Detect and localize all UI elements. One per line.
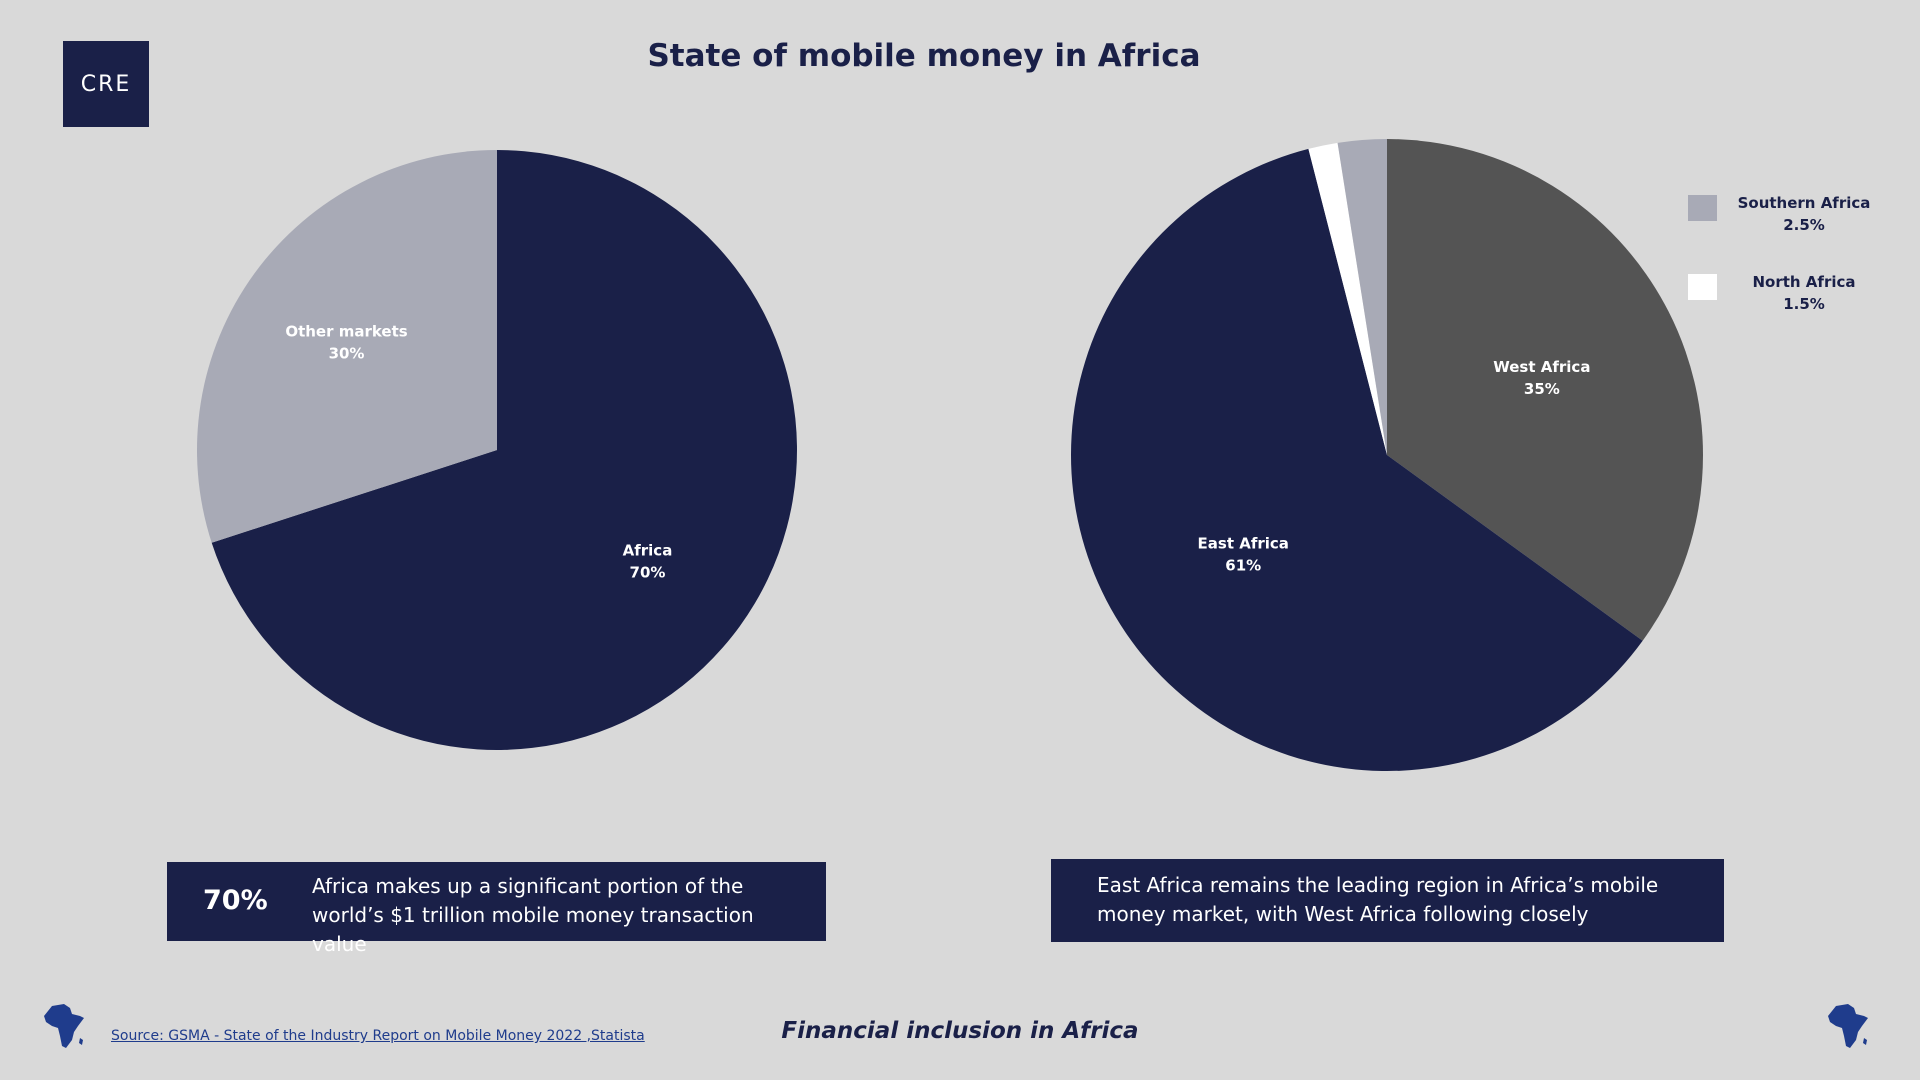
- legend-swatch-southern-africa: [1688, 195, 1717, 221]
- callout-left-stat: 70%: [203, 885, 268, 916]
- callout-right: East Africa remains the leading region i…: [1051, 859, 1724, 942]
- slice-label-other-markets: Other markets: [285, 323, 407, 341]
- slice-value-west-africa: 35%: [1524, 380, 1560, 398]
- pie-chart-africa-share: Africa 70% Other markets 30%: [197, 150, 797, 751]
- logo-text: CRE: [80, 71, 132, 97]
- pie-slice-west-africa: [1387, 139, 1703, 641]
- callout-right-text: East Africa remains the leading region i…: [1097, 873, 1659, 926]
- legend-swatch-north-africa: [1688, 274, 1717, 300]
- slice-label-africa: Africa: [623, 541, 673, 559]
- africa-map-icon: [1828, 1004, 1868, 1048]
- callout-left: 70% Africa makes up a significant portio…: [167, 862, 826, 956]
- africa-map-icon: [44, 1004, 84, 1048]
- page-title: State of mobile money in Africa: [647, 38, 1201, 74]
- slice-value-africa: 70%: [630, 563, 666, 581]
- legend-label-southern-africa: Southern Africa: [1737, 194, 1871, 212]
- pie-slice-southern-africa: [1337, 139, 1387, 455]
- source-link[interactable]: Source: GSMA - State of the Industry Rep…: [111, 1028, 645, 1044]
- slice-value-east-africa: 61%: [1225, 557, 1261, 575]
- slice-label-west-africa: West Africa: [1493, 358, 1590, 376]
- pie-slice-africa: [211, 150, 797, 751]
- legend-value-southern-africa: 2.5%: [1783, 216, 1825, 234]
- pie-slice-east-africa: [1071, 148, 1643, 772]
- slice-value-other-markets: 30%: [329, 345, 365, 363]
- pie-slice-north-africa: [1308, 142, 1387, 455]
- slice-label-east-africa: East Africa: [1198, 535, 1289, 553]
- pie-chart-regional-share: West Africa 35% East Africa 61%: [1071, 139, 1703, 772]
- footer-title: Financial inclusion in Africa: [781, 1018, 1139, 1044]
- cre-logo: CRE: [63, 41, 149, 127]
- legend-label-north-africa: North Africa: [1752, 273, 1856, 291]
- pie-slice-other-markets: [197, 150, 497, 543]
- legend-value-north-africa: 1.5%: [1783, 295, 1825, 313]
- callout-left-text: Africa makes up a significant portion of…: [312, 874, 754, 956]
